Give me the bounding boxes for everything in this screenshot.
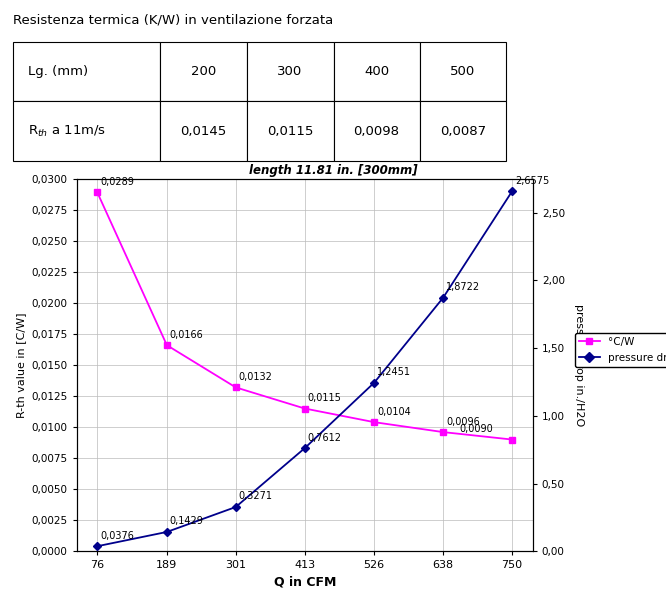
Legend: °C/W, pressure drop in./H2O: °C/W, pressure drop in./H2O <box>575 333 666 367</box>
Text: 0,0132: 0,0132 <box>238 372 272 382</box>
Text: Resistenza termica (K/W) in ventilazione forzata: Resistenza termica (K/W) in ventilazione… <box>13 13 334 26</box>
Y-axis label: pressure drop in./H2O: pressure drop in./H2O <box>574 304 584 426</box>
Text: 0,3271: 0,3271 <box>238 492 272 501</box>
Text: 2,6575: 2,6575 <box>515 176 549 186</box>
Text: 0,0289: 0,0289 <box>100 177 134 187</box>
Text: 0,0090: 0,0090 <box>460 424 493 434</box>
Text: 1,2451: 1,2451 <box>377 367 411 377</box>
Text: length 11.81 in. [300mm]: length 11.81 in. [300mm] <box>248 164 418 177</box>
Text: 0,0376: 0,0376 <box>100 530 134 541</box>
Text: 0,0115: 0,0115 <box>308 393 342 403</box>
Text: 0,0166: 0,0166 <box>170 330 203 340</box>
X-axis label: Q in CFM: Q in CFM <box>274 576 336 589</box>
Text: 0,1429: 0,1429 <box>170 516 204 526</box>
Text: 0,0104: 0,0104 <box>377 406 411 417</box>
Text: 0,0096: 0,0096 <box>446 417 480 427</box>
Text: 0,7612: 0,7612 <box>308 433 342 443</box>
Y-axis label: R-th value in [C/W]: R-th value in [C/W] <box>16 312 26 418</box>
Text: 1,8722: 1,8722 <box>446 282 480 292</box>
